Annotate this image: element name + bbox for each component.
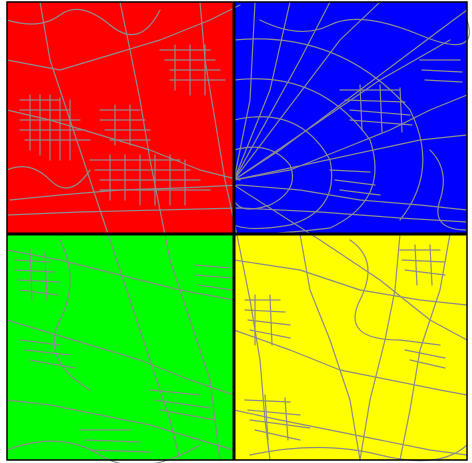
quadrant-bottom-right — [234, 234, 467, 460]
road-network — [6, 1, 470, 463]
quadrant-bottom-left — [7, 234, 234, 460]
quadrant-top-left — [7, 2, 234, 234]
quadrant-top-right — [234, 2, 467, 234]
map-border — [6, 1, 468, 461]
